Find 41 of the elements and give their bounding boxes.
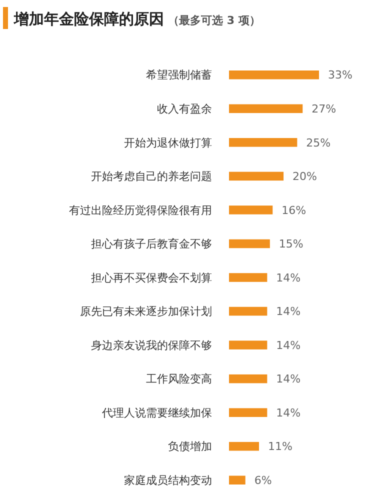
bar xyxy=(229,239,270,248)
y-tick-label: 有过出险经历觉得保险很有用 xyxy=(69,204,212,217)
bar xyxy=(229,70,319,80)
text: 增加年金险保障的原因 xyxy=(14,10,164,28)
data-label: 14% xyxy=(276,271,301,284)
bar xyxy=(229,206,273,214)
y-tick-label: 原先已有未来逐步加保计划 xyxy=(80,305,212,318)
data-label: 11% xyxy=(268,440,292,454)
bar xyxy=(229,476,246,485)
chart-subtitle: （最多可选 3 项） xyxy=(168,14,260,27)
y-tick-label: 代理人说需要继续加保 xyxy=(101,406,212,420)
data-label: 20% xyxy=(292,170,317,184)
bar xyxy=(229,138,298,147)
bar xyxy=(229,172,284,181)
y-tick-label: 开始考虑自己的养老问题 xyxy=(91,170,212,184)
data-label: 27% xyxy=(312,102,336,116)
data-label: 16% xyxy=(282,204,306,217)
data-label: 14% xyxy=(276,338,301,352)
bar xyxy=(229,306,268,316)
bar xyxy=(229,442,259,451)
y-tick-label: 家庭成员结构变动 xyxy=(124,474,212,487)
data-label: 6% xyxy=(254,474,272,487)
y-tick-label: 工作风险变高 xyxy=(146,372,212,386)
y-tick-label: 担心有孩子后教育金不够 xyxy=(91,238,212,251)
bar xyxy=(229,273,268,282)
data-label: 14% xyxy=(276,406,301,420)
bar xyxy=(229,408,268,417)
data-label: 15% xyxy=(278,238,304,251)
y-tick-label: 负债增加 xyxy=(168,440,212,454)
y-tick-label: 身边亲友说我的保障不够 xyxy=(91,338,212,352)
bar xyxy=(229,374,268,384)
y-tick-label: 希望强制储蓄 xyxy=(146,68,212,82)
data-label: 33% xyxy=(328,68,352,82)
y-tick-label: 担心再不买保费会不划算 xyxy=(91,271,212,284)
data-label: 25% xyxy=(306,136,331,150)
bar xyxy=(229,104,303,114)
y-tick-label: 开始为退休做打算 xyxy=(124,136,212,150)
y-tick-label: 收入有盈余 xyxy=(157,102,212,116)
data-label: 14% xyxy=(276,372,301,386)
data-label: 14% xyxy=(276,305,301,318)
bar xyxy=(229,340,268,350)
